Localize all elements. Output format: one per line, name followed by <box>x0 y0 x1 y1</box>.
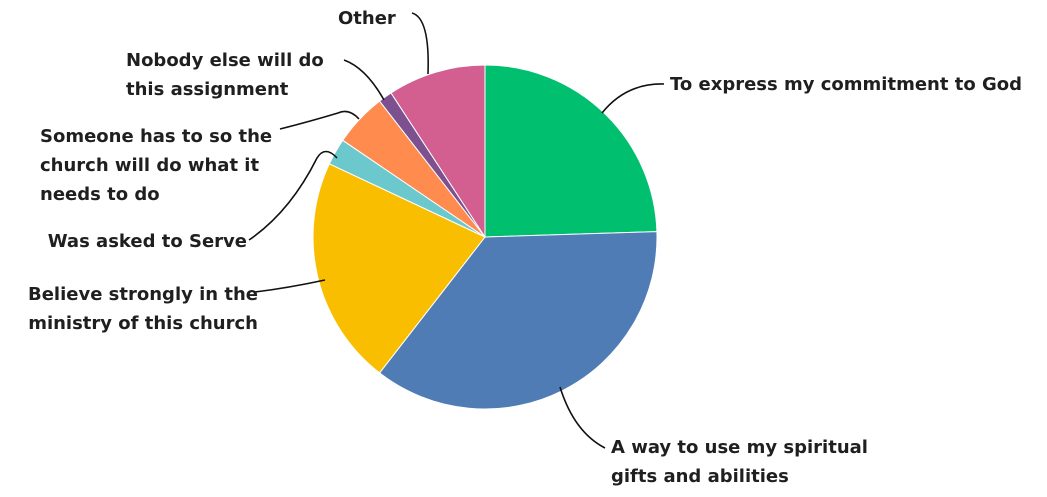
pie-slice <box>484 64 658 238</box>
slice-label: Believe strongly in the ministry of this … <box>28 284 258 334</box>
leader-line <box>279 110 360 130</box>
leader-line <box>411 12 429 75</box>
slice-label: Nobody else will do this assignment <box>126 50 324 100</box>
slice-label: A way to use my spiritual gifts and abili… <box>611 437 868 487</box>
leader-line <box>559 386 606 449</box>
pie-slices <box>312 64 658 410</box>
leader-line <box>601 83 665 114</box>
pie-slice <box>390 64 486 239</box>
slice-label: Was asked to Serve <box>48 231 247 252</box>
pie-slice <box>312 163 486 374</box>
leader-line <box>343 59 385 101</box>
pie-slice <box>378 231 658 410</box>
slice-label: To express my commitment to God <box>670 74 1022 95</box>
slice-labels: To express my commitment to God A way to … <box>28 8 1022 487</box>
leader-line <box>254 279 326 293</box>
slice-label: Other <box>338 8 396 29</box>
slice-label: Someone has to so the church will do what… <box>40 126 272 205</box>
leader-line <box>248 150 338 241</box>
